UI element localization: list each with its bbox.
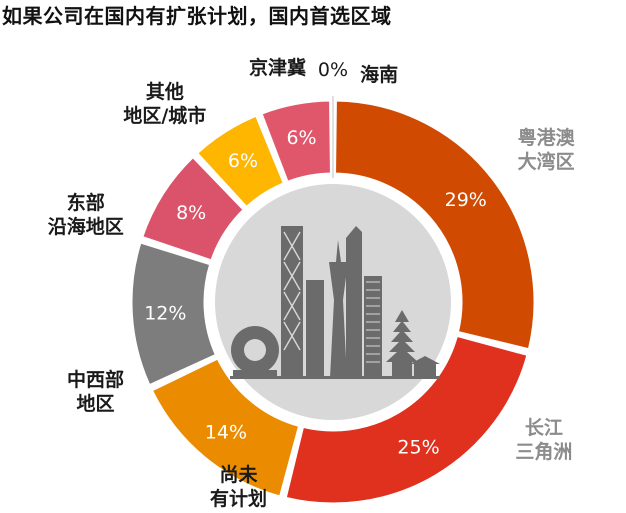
donut-slice [258, 98, 333, 185]
donut-slices [129, 98, 537, 506]
pavilion-icon [410, 356, 440, 378]
slice-value-label: 6% [228, 150, 258, 172]
canton-tower-icon [329, 240, 348, 378]
ring-building-base [233, 370, 277, 376]
category-label: 尚未 有计划 [209, 464, 267, 510]
value-labels: 29% 25% 14% 12% 8% 6% 6% [144, 127, 487, 459]
donut-slice [283, 333, 530, 506]
donut-slice [194, 113, 287, 210]
block-building-icon [306, 280, 324, 376]
donut-hole [215, 184, 451, 420]
category-label: 京津冀 [249, 57, 307, 80]
grid-building-icon [364, 276, 382, 378]
zero-label-group: 0% [318, 59, 348, 178]
category-label: 粤港澳 大湾区 [517, 126, 575, 173]
category-label: 中西部 地区 [66, 369, 124, 416]
slice-value-label: 25% [397, 437, 439, 459]
window-pattern [366, 281, 380, 363]
lattice-tower-icon [281, 226, 303, 376]
ring-building-hole [244, 339, 266, 361]
city-skyline-icon [230, 226, 440, 379]
lattice-pattern [283, 231, 301, 351]
category-label: 东部 沿海地区 [47, 192, 124, 239]
slice-value-label: 0% [318, 59, 348, 81]
slice-value-label: 14% [205, 421, 247, 443]
donut-slice [333, 98, 537, 352]
slice-value-label: 8% [176, 202, 206, 224]
slice-value-label: 29% [445, 189, 487, 211]
donut-slice [139, 154, 247, 263]
donut-slice [149, 355, 302, 499]
slice-value-label: 6% [286, 127, 316, 149]
skyscraper-icon [346, 226, 362, 378]
ground-line [230, 376, 440, 379]
pagoda-icon [386, 310, 418, 378]
donut-slice [129, 240, 219, 388]
category-label: 长江 三角洲 [515, 416, 573, 463]
chart-title: 如果公司在国内有扩张计划，国内首选区域 [2, 4, 392, 28]
category-label: 其他 地区/城市 [123, 80, 207, 127]
slice-value-label: 12% [144, 303, 186, 325]
category-label: 海南 [360, 63, 399, 86]
